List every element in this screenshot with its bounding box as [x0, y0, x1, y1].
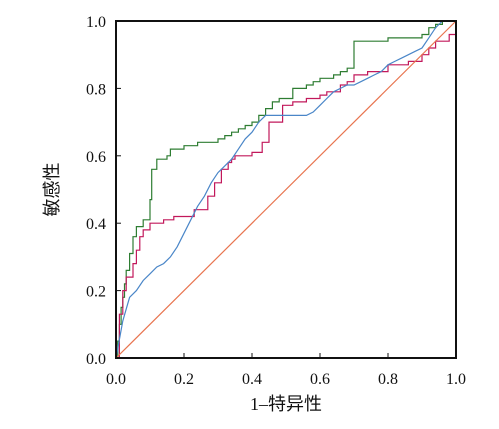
- x-tick-label: 1.0: [446, 371, 466, 388]
- x-tick-label: 0.6: [310, 371, 330, 388]
- y-tick-label: 0.6: [86, 149, 106, 166]
- x-tick-label: 0.2: [174, 371, 194, 388]
- x-tick-label: 0.0: [106, 371, 126, 388]
- series-line-1: [116, 20, 456, 359]
- x-tick-label: 0.8: [378, 371, 398, 388]
- x-tick-label: 0.4: [242, 371, 262, 388]
- plot-frame: [115, 20, 457, 359]
- ticks-layer: 0.0 0.2 0.4 0.6 0.8 1.0 0.0 0.2 0.4 0.6 0.8 1.0: [86, 14, 466, 388]
- y-tick-label: 0.8: [86, 81, 106, 98]
- y-axis-label: 敏感性: [42, 163, 62, 217]
- y-tick-label: 1.0: [86, 14, 106, 31]
- curves-layer: [115, 20, 457, 359]
- series-line-4: [115, 20, 457, 359]
- x-axis-label: 1–特异性: [250, 394, 322, 414]
- y-tick-label: 0.2: [86, 284, 106, 301]
- y-tick-label: 0.0: [86, 351, 106, 368]
- series-line-3: [115, 20, 456, 359]
- y-tick-label: 0.4: [86, 216, 106, 233]
